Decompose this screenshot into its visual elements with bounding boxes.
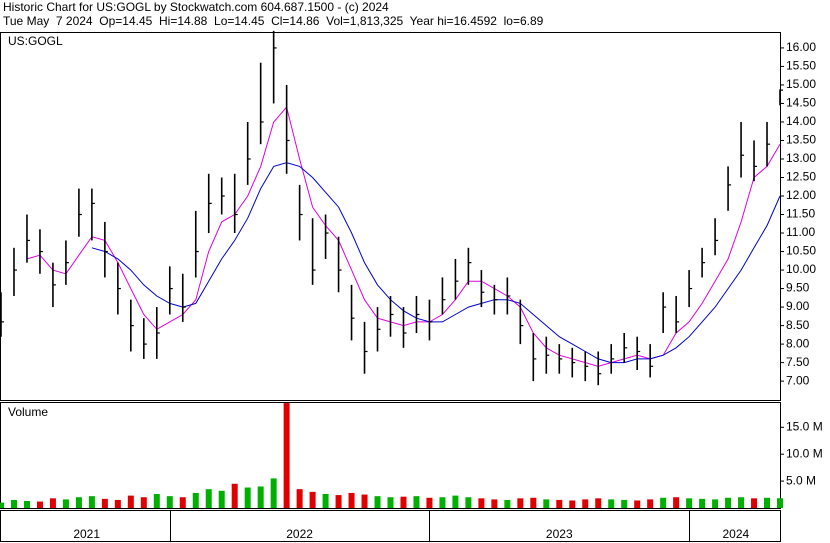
volume-bar bbox=[595, 498, 602, 508]
volume-bar bbox=[686, 498, 693, 508]
volume-bar bbox=[608, 499, 615, 508]
volume-bar bbox=[673, 497, 680, 508]
volume-bar bbox=[153, 494, 160, 508]
volume-bar bbox=[738, 497, 745, 508]
volume-bar bbox=[491, 499, 498, 508]
volume-bar bbox=[647, 499, 654, 508]
volume-bar bbox=[322, 494, 329, 508]
volume-bar bbox=[439, 497, 446, 508]
y-tick-label: 9.00 bbox=[786, 299, 810, 313]
volume-bar bbox=[309, 491, 316, 508]
volume-bar bbox=[478, 498, 485, 508]
volume-bar bbox=[335, 495, 342, 508]
volume-bar bbox=[0, 502, 4, 508]
volume-bar bbox=[140, 497, 147, 508]
volume-bar bbox=[374, 496, 381, 508]
volume-bar bbox=[179, 497, 186, 508]
volume-bar bbox=[660, 497, 667, 508]
volume-bar bbox=[49, 498, 56, 508]
volume-bar bbox=[257, 486, 264, 508]
date-axis bbox=[0, 510, 781, 542]
volume-bar bbox=[192, 492, 199, 508]
volume-bar bbox=[231, 483, 238, 508]
volume-bar bbox=[361, 494, 368, 508]
volume-bar bbox=[387, 497, 394, 508]
y-tick-label: 7.00 bbox=[786, 373, 810, 387]
volume-bar bbox=[426, 497, 433, 508]
moving-average bbox=[91, 162, 781, 364]
volume-bar bbox=[101, 498, 108, 508]
volume-bar bbox=[530, 497, 537, 508]
header-title: Historic Chart for US:GOGL by Stockwatch… bbox=[3, 0, 389, 14]
y-tick-label: 14.50 bbox=[786, 96, 816, 110]
x-tick-label: 2023 bbox=[546, 527, 573, 541]
y-tick-label: 10.00 bbox=[786, 262, 816, 276]
y-tick-label: 13.50 bbox=[786, 133, 816, 147]
volume-bar bbox=[75, 497, 82, 508]
volume-bar bbox=[582, 499, 589, 508]
symbol-label: US:GOGL bbox=[8, 34, 63, 48]
volume-bar bbox=[634, 500, 641, 508]
volume-bar bbox=[283, 403, 290, 508]
volume-bar bbox=[621, 499, 628, 508]
volume-bar bbox=[699, 498, 706, 508]
volume-bar bbox=[543, 499, 550, 508]
y-tick-label: 14.00 bbox=[786, 114, 816, 128]
volume-bar bbox=[62, 499, 69, 508]
x-tick-label: 2024 bbox=[723, 527, 750, 541]
volume-bar bbox=[556, 499, 563, 508]
y-tick-label: 13.00 bbox=[786, 151, 816, 165]
volume-bar bbox=[218, 490, 225, 508]
volume-panel bbox=[0, 402, 781, 509]
volume-bar bbox=[114, 499, 121, 508]
volume-bar bbox=[569, 500, 576, 508]
x-tick-label: 2021 bbox=[73, 527, 100, 541]
y-tick-label: 16.00 bbox=[786, 40, 816, 54]
volume-bar bbox=[10, 499, 17, 508]
volume-bar bbox=[23, 501, 30, 508]
y-tick-label: 12.00 bbox=[786, 188, 816, 202]
y-tick-label: 11.50 bbox=[786, 207, 815, 221]
x-tick-label: 2022 bbox=[286, 527, 313, 541]
volume-bar bbox=[270, 478, 277, 508]
volume-bar bbox=[205, 489, 212, 508]
volume-bar bbox=[504, 499, 511, 508]
volume-bar bbox=[764, 497, 771, 508]
y2-tick-label: 10.0 M bbox=[786, 446, 823, 460]
volume-bar bbox=[348, 492, 355, 508]
volume-bar bbox=[166, 496, 173, 508]
volume-bar bbox=[517, 498, 524, 508]
y-tick-label: 15.00 bbox=[786, 77, 816, 91]
y-tick-label: 15.50 bbox=[786, 59, 816, 73]
volume-bar bbox=[712, 499, 719, 508]
volume-bar bbox=[452, 495, 459, 508]
volume-bar bbox=[127, 495, 134, 508]
y-tick-label: 12.50 bbox=[786, 170, 816, 184]
volume-bar bbox=[400, 496, 407, 508]
y-tick-label: 10.50 bbox=[786, 244, 816, 258]
y-tick-label: 8.00 bbox=[786, 336, 810, 350]
volume-bar bbox=[413, 496, 420, 508]
volume-bar bbox=[244, 487, 251, 508]
volume-bar bbox=[36, 501, 43, 508]
volume-bar bbox=[777, 498, 783, 508]
y-tick-label: 7.50 bbox=[786, 355, 810, 369]
y2-tick-label: 5.0 M bbox=[786, 473, 816, 487]
price-panel bbox=[0, 32, 781, 401]
volume-label: Volume bbox=[8, 405, 48, 419]
header-quote: Tue May 7 2024 Op=14.45 Hi=14.88 Lo=14.4… bbox=[3, 14, 544, 28]
y-tick-label: 8.50 bbox=[786, 318, 810, 332]
volume-bar bbox=[751, 498, 758, 508]
y2-tick-label: 15.0 M bbox=[786, 419, 823, 433]
volume-bar bbox=[465, 497, 472, 508]
y-tick-label: 11.00 bbox=[786, 225, 815, 239]
volume-bar bbox=[88, 496, 95, 508]
volume-bar bbox=[725, 497, 732, 508]
volume-bar bbox=[296, 489, 303, 508]
y-tick-label: 9.50 bbox=[786, 281, 810, 295]
